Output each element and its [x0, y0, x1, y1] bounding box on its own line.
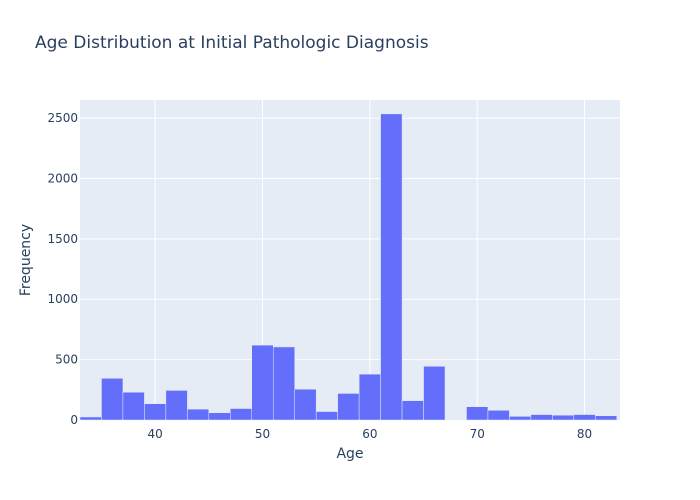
histogram-bar	[251, 344, 274, 421]
histogram-bar	[337, 393, 360, 421]
histogram-bar	[509, 416, 532, 421]
y-tick-label: 2500	[47, 111, 78, 125]
y-tick-label: 2000	[47, 171, 78, 185]
histogram-bar	[101, 378, 124, 421]
x-tick-label: 70	[470, 427, 485, 441]
y-tick-label: 0	[70, 413, 78, 427]
bars	[79, 113, 618, 421]
chart-title: Age Distribution at Initial Pathologic D…	[35, 33, 429, 53]
y-tick-label: 1500	[47, 232, 78, 246]
x-tick-label: 60	[362, 427, 377, 441]
histogram-bar	[423, 366, 446, 421]
histogram-bar	[552, 414, 575, 421]
x-tick-label: 80	[577, 427, 592, 441]
histogram-bar	[315, 411, 338, 421]
y-axis-label: Frequency	[18, 223, 34, 297]
x-axis-ticks: 40 50 60 70 80	[148, 427, 593, 441]
histogram-bar	[144, 403, 167, 421]
histogram-bar	[187, 408, 210, 421]
histogram-bar	[272, 346, 295, 421]
x-tick-label: 40	[148, 427, 163, 441]
y-tick-label: 500	[55, 353, 78, 367]
histogram-bar	[122, 391, 145, 421]
histogram-bar	[466, 406, 489, 421]
histogram-bar	[79, 416, 102, 421]
histogram-bar	[358, 373, 381, 421]
gridlines	[80, 100, 620, 420]
histogram-bar	[380, 113, 403, 421]
histogram-bar	[401, 400, 424, 421]
histogram-bar	[487, 410, 510, 421]
histogram-bar	[208, 412, 231, 421]
x-tick-label: 50	[255, 427, 270, 441]
histogram-bar	[230, 408, 253, 421]
histogram-bar	[294, 388, 317, 421]
y-axis-ticks: 0 500 1000 1500 2000 2500	[47, 111, 78, 427]
histogram-bar	[573, 414, 596, 421]
histogram-bar	[530, 414, 553, 421]
y-tick-label: 1000	[47, 292, 78, 306]
x-axis-label: Age	[336, 446, 364, 462]
histogram-bar	[165, 390, 188, 421]
histogram-bar	[595, 415, 618, 421]
plot-background	[80, 100, 620, 420]
